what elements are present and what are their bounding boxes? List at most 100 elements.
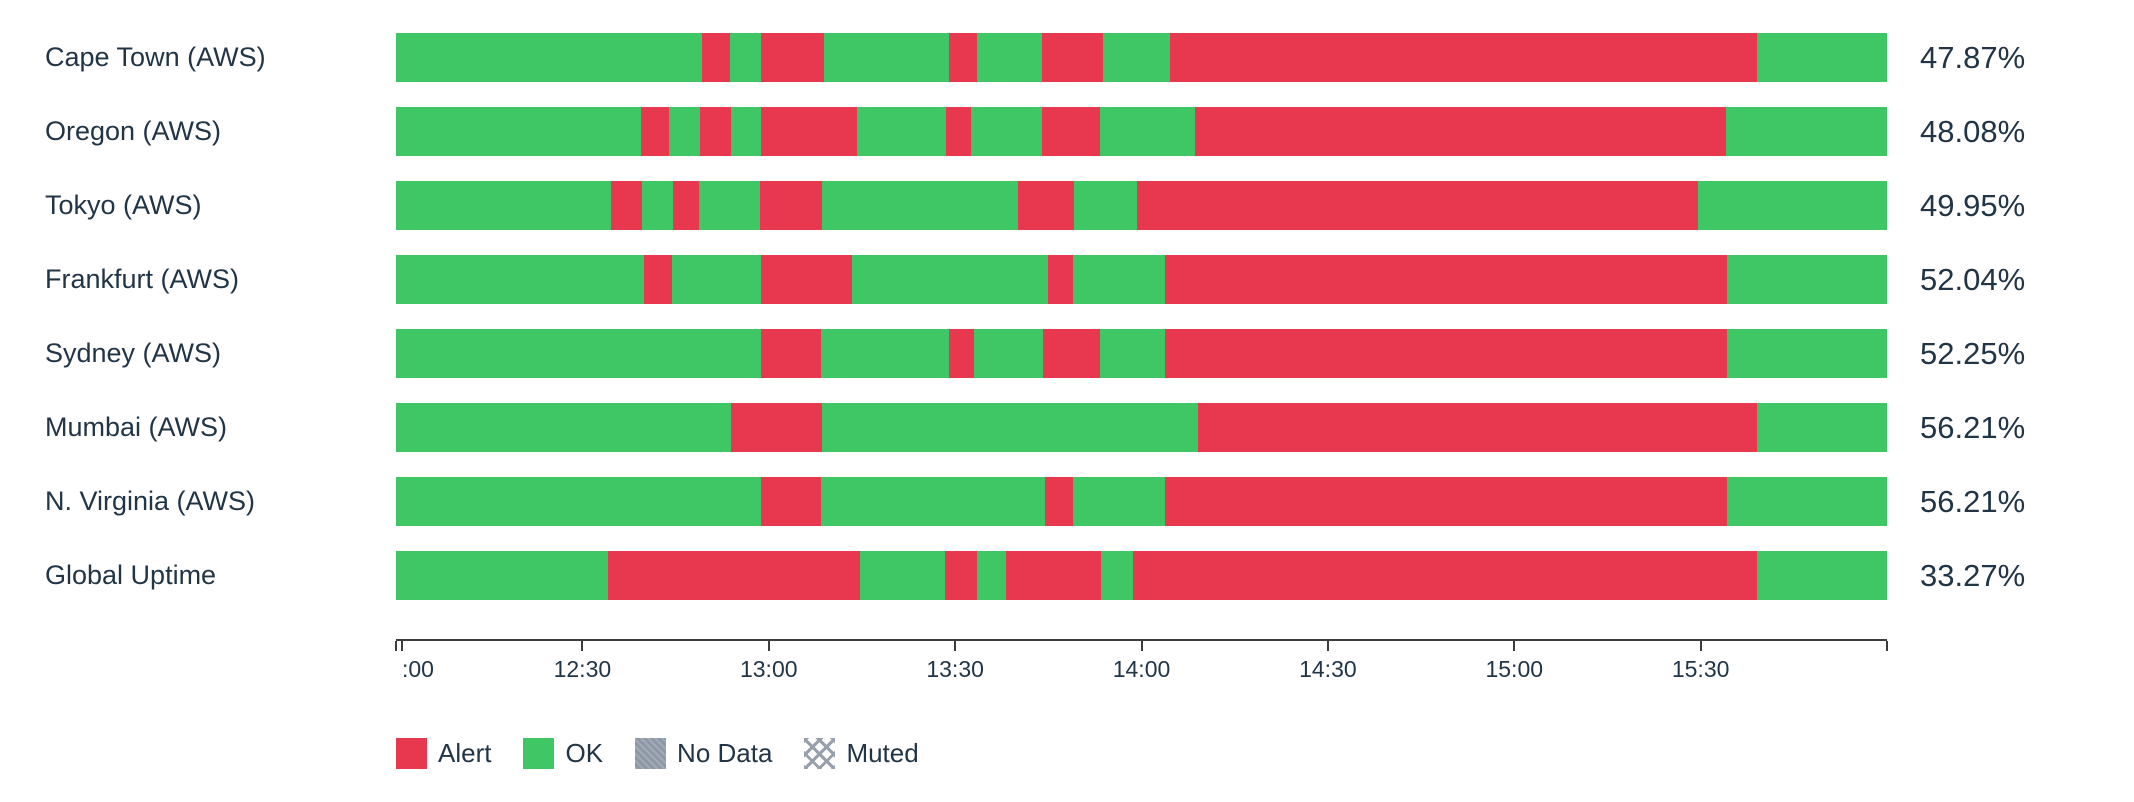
- status-segment-ok[interactable]: [729, 33, 762, 82]
- status-segment-alert[interactable]: [761, 33, 824, 82]
- status-segment-ok[interactable]: [396, 551, 608, 600]
- status-segment-alert[interactable]: [1132, 551, 1758, 600]
- status-segment-ok[interactable]: [642, 181, 674, 230]
- status-segment-ok[interactable]: [1757, 551, 1887, 600]
- legend-swatch-muted: [804, 738, 836, 769]
- status-segment-ok[interactable]: [396, 477, 762, 526]
- status-segment-alert[interactable]: [610, 181, 642, 230]
- status-segment-ok[interactable]: [1099, 329, 1166, 378]
- status-segment-ok[interactable]: [668, 107, 701, 156]
- legend-item-muted[interactable]: Muted: [804, 738, 919, 769]
- status-segment-alert[interactable]: [949, 329, 975, 378]
- axis-tick-label: 14:00: [1112, 656, 1171, 682]
- status-segment-ok[interactable]: [823, 33, 950, 82]
- status-segment-alert[interactable]: [759, 181, 823, 230]
- legend-item-no_data[interactable]: No Data: [635, 738, 772, 769]
- status-segment-alert[interactable]: [761, 477, 821, 526]
- status-segment-alert[interactable]: [761, 329, 821, 378]
- legend-swatch-ok: [523, 738, 555, 769]
- uptime-value: 56.21%: [1920, 483, 2026, 519]
- axis-tick: [395, 641, 397, 651]
- status-segment-ok[interactable]: [1074, 181, 1137, 230]
- status-segment-ok[interactable]: [396, 181, 611, 230]
- status-segment-alert[interactable]: [607, 551, 860, 600]
- status-segment-ok[interactable]: [822, 181, 1018, 230]
- status-segment-ok[interactable]: [396, 33, 702, 82]
- status-segment-ok[interactable]: [974, 329, 1044, 378]
- status-segment-alert[interactable]: [643, 255, 672, 304]
- status-segment-alert[interactable]: [1005, 551, 1102, 600]
- status-segment-ok[interactable]: [1725, 107, 1887, 156]
- status-segment-alert[interactable]: [1041, 107, 1100, 156]
- status-segment-ok[interactable]: [1099, 107, 1196, 156]
- status-timeline-bar[interactable]: [396, 477, 1887, 526]
- status-segment-alert[interactable]: [1165, 477, 1728, 526]
- status-segment-ok[interactable]: [1072, 477, 1166, 526]
- legend-item-ok[interactable]: OK: [523, 738, 603, 769]
- status-segment-ok[interactable]: [396, 107, 641, 156]
- status-segment-ok[interactable]: [852, 255, 1048, 304]
- status-segment-alert[interactable]: [1041, 33, 1103, 82]
- status-segment-alert[interactable]: [1165, 255, 1728, 304]
- status-segment-ok[interactable]: [671, 255, 762, 304]
- status-segment-ok[interactable]: [856, 107, 947, 156]
- status-segment-ok[interactable]: [1757, 33, 1887, 82]
- status-timeline-bar[interactable]: [396, 33, 1887, 82]
- status-timeline-bar[interactable]: [396, 403, 1887, 452]
- status-segment-ok[interactable]: [859, 551, 945, 600]
- uptime-row: Sydney (AWS) 52.25%: [0, 329, 2134, 378]
- status-segment-ok[interactable]: [971, 107, 1042, 156]
- status-segment-ok[interactable]: [1101, 551, 1133, 600]
- status-segment-ok[interactable]: [396, 403, 732, 452]
- status-timeline-bar[interactable]: [396, 551, 1887, 600]
- status-segment-ok[interactable]: [820, 477, 1045, 526]
- status-segment-ok[interactable]: [977, 551, 1006, 600]
- status-segment-ok[interactable]: [731, 107, 762, 156]
- status-segment-alert[interactable]: [1047, 255, 1073, 304]
- status-segment-alert[interactable]: [1044, 477, 1073, 526]
- status-timeline-bar[interactable]: [396, 329, 1887, 378]
- status-segment-alert[interactable]: [700, 107, 732, 156]
- axis-tick-label: :00: [401, 656, 434, 682]
- status-segment-ok[interactable]: [396, 255, 644, 304]
- status-segment-ok[interactable]: [1697, 181, 1887, 230]
- legend-item-alert[interactable]: Alert: [396, 738, 491, 769]
- status-segment-alert[interactable]: [1165, 329, 1728, 378]
- status-segment-ok[interactable]: [1727, 255, 1887, 304]
- status-segment-alert[interactable]: [1017, 181, 1075, 230]
- axis-tick-label: 14:30: [1299, 656, 1357, 682]
- status-segment-alert[interactable]: [640, 107, 669, 156]
- uptime-row: Frankfurt (AWS) 52.04%: [0, 255, 2134, 304]
- status-segment-alert[interactable]: [1136, 181, 1698, 230]
- time-axis-line: [396, 639, 1887, 641]
- status-segment-ok[interactable]: [1757, 403, 1887, 452]
- status-segment-ok[interactable]: [820, 329, 950, 378]
- row-label: Mumbai (AWS): [45, 412, 228, 442]
- status-segment-alert[interactable]: [1043, 329, 1100, 378]
- status-segment-ok[interactable]: [1102, 33, 1170, 82]
- status-timeline-bar[interactable]: [396, 107, 1887, 156]
- status-segment-alert[interactable]: [761, 255, 853, 304]
- status-segment-alert[interactable]: [731, 403, 823, 452]
- status-segment-alert[interactable]: [1195, 107, 1726, 156]
- status-segment-ok[interactable]: [1727, 329, 1887, 378]
- status-timeline-bar[interactable]: [396, 255, 1887, 304]
- status-segment-ok[interactable]: [698, 181, 760, 230]
- status-segment-alert[interactable]: [949, 33, 978, 82]
- status-segment-ok[interactable]: [1072, 255, 1166, 304]
- status-segment-alert[interactable]: [944, 551, 978, 600]
- status-segment-alert[interactable]: [1198, 403, 1758, 452]
- status-timeline-bar[interactable]: [396, 181, 1887, 230]
- status-segment-alert[interactable]: [1169, 33, 1758, 82]
- uptime-value: 33.27%: [1920, 557, 2026, 593]
- status-segment-ok[interactable]: [396, 329, 762, 378]
- legend-swatch-alert: [396, 738, 427, 769]
- axis-tick-label: 15:30: [1671, 656, 1730, 682]
- status-segment-alert[interactable]: [673, 181, 699, 230]
- status-segment-ok[interactable]: [822, 403, 1199, 452]
- status-segment-alert[interactable]: [761, 107, 857, 156]
- status-segment-ok[interactable]: [1727, 477, 1887, 526]
- status-segment-alert[interactable]: [946, 107, 972, 156]
- status-segment-ok[interactable]: [977, 33, 1042, 82]
- status-segment-alert[interactable]: [701, 33, 730, 82]
